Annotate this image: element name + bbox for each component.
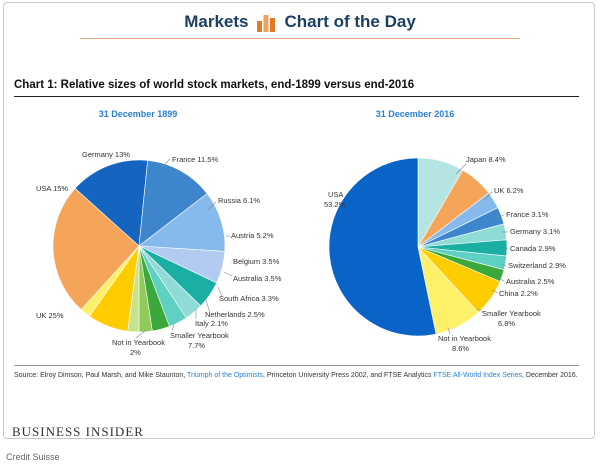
source-middle: , Princeton University Press 2002, and F…	[263, 372, 434, 379]
label-2016-smaller-yearbook-value: 6.8%	[498, 319, 515, 328]
label-2016-canada: Canada 2.9%	[510, 244, 556, 253]
label-1899-usa: USA 15%	[36, 184, 68, 193]
pie-2016-title: 31 December 2016	[376, 109, 455, 119]
pie-2016	[328, 157, 508, 337]
label-2016-china: China 2.2%	[499, 289, 538, 298]
label-1899-not-in-yearbook-value: 2%	[130, 348, 141, 357]
label-2016-australia: Australia 2.5%	[506, 277, 555, 286]
pie-1899-leaders	[135, 158, 233, 339]
label-1899-austria: Austria 5.2%	[231, 231, 274, 240]
pie-1899-title: 31 December 1899	[99, 109, 178, 119]
business-insider-logo: BUSINESS INSIDER	[12, 424, 144, 439]
label-1899-smaller-yearbook-value: 7.7%	[188, 341, 205, 350]
title-divider	[14, 96, 579, 97]
label-2016-not-in-yearbook-value: 8.6%	[452, 344, 469, 353]
source-book-link[interactable]: Triumph of the Optimists	[187, 372, 264, 379]
label-2016-uk: UK 6.2%	[494, 186, 524, 195]
image-credit: Credit Suisse	[6, 452, 60, 462]
label-2016-smaller-yearbook-name: Smaller Yearbook	[482, 309, 541, 318]
pie-2016-slice-usa	[328, 157, 437, 337]
label-1899-south-africa: South Africa 3.3%	[219, 294, 279, 303]
source-suffix: , December 2016.	[522, 372, 578, 379]
label-2016-germany: Germany 3.1%	[510, 227, 560, 236]
source-divider	[14, 365, 579, 366]
source-series-link[interactable]: FTSE All-World Index Series	[433, 372, 522, 379]
source-prefix: Source: Elroy Dimson, Paul Marsh, and Mi…	[14, 372, 188, 379]
source-note: Source: Elroy Dimson, Paul Marsh, and Mi…	[14, 372, 584, 379]
chart-title: Chart 1: Relative sizes of world stock m…	[14, 79, 415, 91]
label-1899-france: France 11.5%	[172, 155, 218, 164]
label-1899-belgium: Belgium 3.5%	[233, 257, 280, 266]
pie-2016-leaders	[447, 163, 509, 335]
label-2016-switzerland: Switzerland 2.9%	[508, 261, 566, 270]
chart-of-the-day-header: Markets Chart of the Day	[4, 9, 596, 35]
header-divider	[80, 38, 520, 39]
pie-1899-slice-france	[138, 193, 226, 252]
pie-1899-slice-germany	[138, 160, 208, 247]
label-1899-russia: Russia 6.1%	[218, 196, 260, 205]
header-chart-of-the-day-text: Chart of the Day	[284, 12, 416, 31]
pie-1899-slice-usa	[74, 159, 148, 247]
pie-1899	[52, 159, 226, 333]
label-1899-netherlands: Netherlands 2.5%	[205, 310, 265, 319]
label-1899-australia: Australia 3.5%	[233, 274, 282, 283]
label-2016-not-in-yearbook-name: Not in Yearbook	[438, 334, 491, 343]
label-1899-uk: UK 25%	[36, 311, 64, 320]
label-1899-germany: Germany 13%	[82, 150, 130, 159]
pie-1899-slice-uk	[52, 188, 140, 310]
bar-chart-logo-icon	[257, 15, 276, 32]
label-1899-smaller-yearbook-name: Smaller Yearbook	[170, 331, 229, 340]
label-1899-italy: Italy 2.1%	[195, 319, 228, 328]
label-1899-not-in-yearbook-name: Not in Yearbook	[112, 338, 165, 347]
label-2016-japan: Japan 8.4%	[466, 155, 506, 164]
label-2016-usa-name: USA	[328, 190, 343, 199]
header-markets-text: Markets	[184, 12, 249, 31]
label-2016-france: France 3.1%	[506, 210, 549, 219]
label-2016-usa-value: 53.2%	[324, 200, 346, 209]
